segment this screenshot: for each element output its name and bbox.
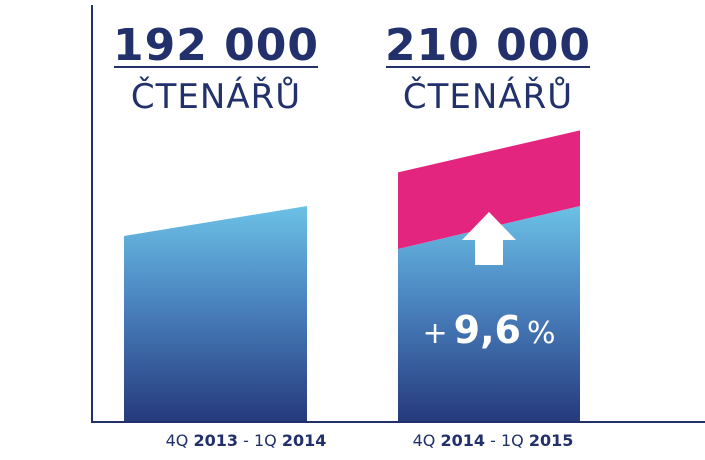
bar-group-1: 192 000 ČTENÁŘŮ 4Q 2013 - 1Q 2014 (113, 20, 326, 450)
period-label-1: 4Q 2013 - 1Q 2014 (166, 431, 327, 450)
value-label-1: 192 000 (113, 20, 319, 71)
bar-2014-2015 (398, 206, 580, 421)
bar-2014-2015-increase (398, 130, 580, 249)
unit-label-1: ČTENÁŘŮ (131, 76, 301, 117)
up-arrow-icon (462, 212, 516, 265)
bar-group-2: +9,6% 210 000 ČTENÁŘŮ 4Q 2014 - 1Q 2015 (385, 20, 591, 450)
bar-2013-2014 (124, 206, 307, 421)
value-label-2: 210 000 (385, 20, 591, 71)
period-label-2: 4Q 2014 - 1Q 2015 (413, 431, 574, 450)
change-label: +9,6% (423, 308, 556, 352)
unit-label-2: ČTENÁŘŮ (403, 76, 573, 117)
